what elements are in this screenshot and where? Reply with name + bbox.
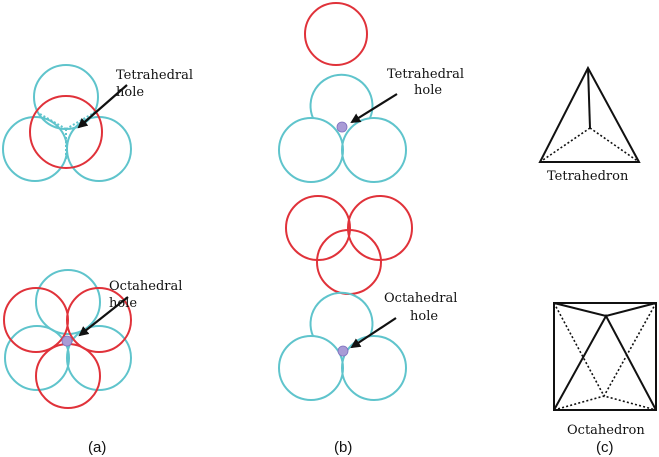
tetrahedron-shape (538, 65, 641, 163)
void-dot (337, 345, 349, 357)
octa-front-edges (553, 302, 657, 411)
void-dot (61, 335, 73, 347)
red-layer-triplet (285, 195, 413, 295)
sphere-cyan (341, 117, 407, 183)
pointer-arrow (350, 93, 398, 124)
caption-b: (b) (334, 439, 352, 456)
octa-side-label-line2: hole (410, 309, 438, 324)
sphere-red (29, 95, 103, 169)
octahedron-label: Octahedron (567, 423, 645, 438)
octa-label-line2: hole (109, 296, 137, 311)
tetrahedron-label: Tetrahedron (547, 169, 629, 184)
hidden-contact-lines (39, 113, 93, 160)
octahedron-shape (553, 302, 657, 411)
sphere-cyan (35, 269, 101, 335)
tetra-side-label-line2: hole (414, 83, 442, 98)
tetra-side-label-line1: Tetrahedral (387, 67, 464, 82)
tetrahedral-void-top-view (2, 64, 132, 182)
tetrahedral-void-side-view (278, 2, 407, 183)
octa-side-label-line1: Octahedral (384, 291, 457, 306)
caption-c: (c) (596, 439, 614, 456)
octahedral-void-side-view (278, 291, 407, 401)
sphere-red (316, 229, 382, 295)
sphere-cyan-back (309, 291, 374, 337)
tetra-label-line1: Tetrahedral (116, 68, 193, 83)
octahedral-void-top-view (3, 269, 132, 409)
pointer-arrow (77, 84, 128, 129)
sphere-red (347, 195, 413, 261)
void-dot (336, 121, 348, 133)
sphere-cyan (341, 335, 407, 401)
sphere-red (304, 2, 368, 66)
pointer-arrow (350, 317, 397, 349)
tetra-hidden-edges (539, 127, 640, 163)
sphere-cyan (4, 325, 70, 391)
sphere-cyan (278, 117, 344, 183)
octa-bounding-box (553, 302, 657, 411)
pointer-arrow (78, 296, 129, 337)
octa-hidden-edges (553, 302, 657, 411)
caption-a: (a) (88, 439, 106, 456)
tetra-outer-edges (538, 65, 641, 163)
octa-label-line1: Octahedral (109, 279, 182, 294)
sphere-cyan (66, 116, 132, 182)
sphere-red (285, 195, 351, 261)
sphere-cyan (66, 325, 132, 391)
sphere-red (66, 287, 132, 353)
sphere-cyan-back (309, 73, 374, 119)
tetra-label-line2: hole (116, 85, 144, 100)
sphere-cyan (278, 335, 344, 401)
tetra-front-edge (587, 67, 591, 129)
